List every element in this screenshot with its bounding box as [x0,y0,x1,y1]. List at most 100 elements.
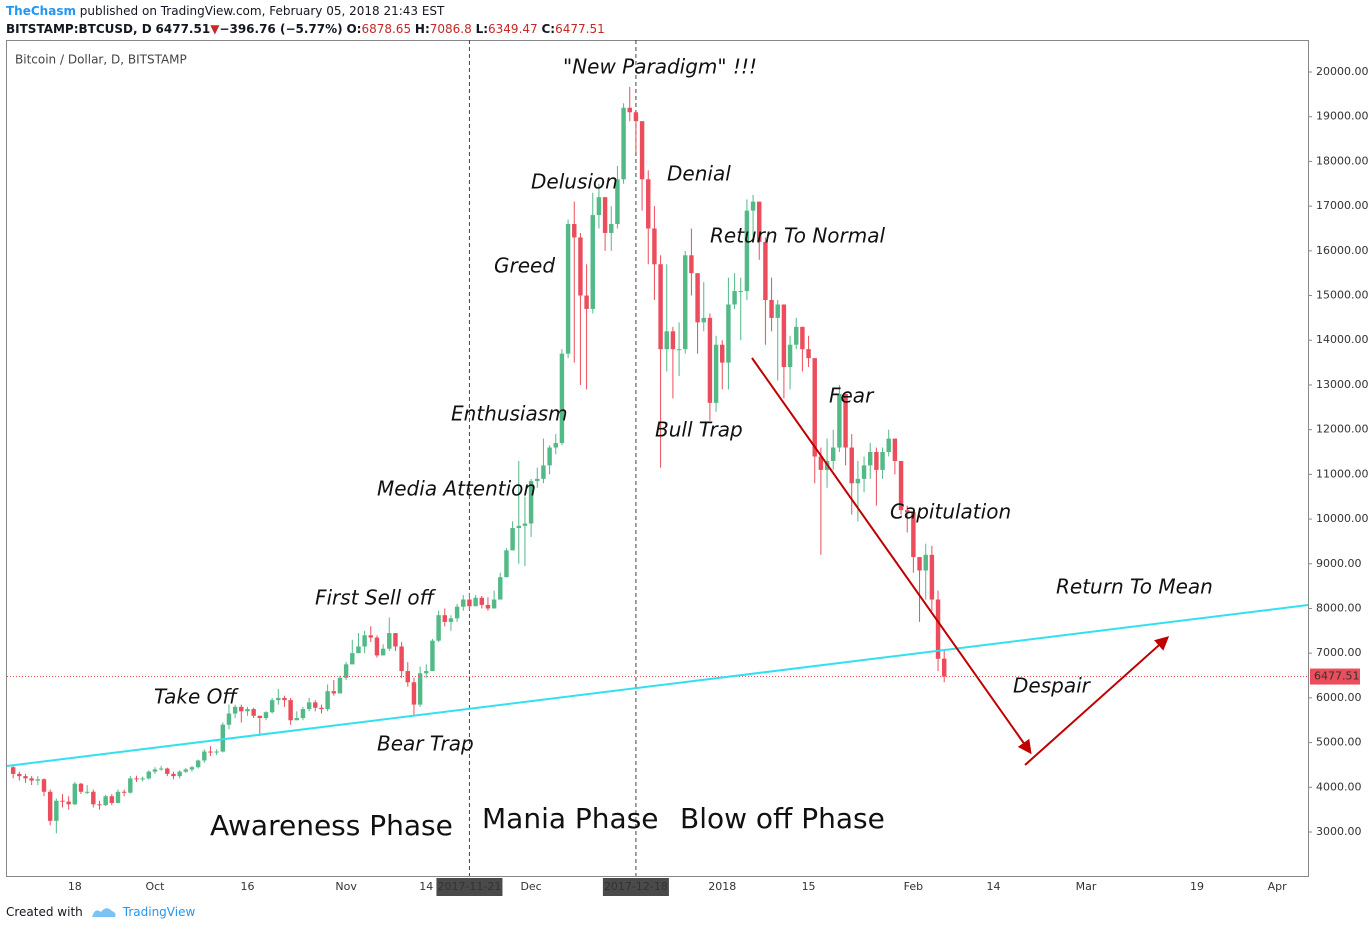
candle-body [874,452,879,470]
annotation: Bear Trap [377,732,474,756]
candle-body [781,304,787,368]
candle-body [800,326,805,350]
annotation: Enthusiasm [451,402,568,426]
candle-body [615,179,620,225]
candle-body [818,456,824,470]
candle-body [282,697,287,701]
candle-body [732,291,737,305]
high-value: 7086.8 [429,22,472,36]
candle-body [134,778,139,780]
candle-body [54,800,59,821]
candle-body [226,713,232,725]
candle-body [498,577,503,600]
close-value: 6477.51 [555,22,605,36]
x-tick-label: 16 [240,880,254,893]
candle-body [263,712,269,719]
candle-body [140,778,145,780]
candle-body [269,700,275,713]
down-arrow [751,357,1032,755]
axes: 3000.00 4000.00 5000.00 6000.00 7000.00 8000.… [68,65,1369,896]
candle-body [91,791,96,805]
low-value: 6349.47 [488,22,538,36]
x-tick-label: 14 [419,880,433,893]
candle-body [152,769,158,772]
candle-body [337,677,343,694]
candle-body [522,523,528,526]
candle-body [165,768,170,774]
candle-body [288,700,293,721]
annotation: Return To Mean [1056,575,1213,599]
candle-body [189,767,195,770]
candle-body [109,796,115,803]
candle-body [171,773,176,777]
tv-brand[interactable]: TradingView [122,905,196,919]
candle-body [923,554,928,571]
candle-body [436,615,441,641]
candle-body [849,447,854,484]
y-tick-label: 13000.00 [1316,378,1369,391]
change: −396.76 (−5.77%) [219,22,343,36]
candle-body [547,447,552,466]
last-price: 6477.51 [155,22,211,36]
candle-body [251,709,256,716]
y-tick-label: 12000.00 [1316,423,1369,436]
footer: Created with TradingView [6,905,195,919]
candle-body [380,648,386,656]
candle-body [306,702,312,710]
phase-label: Awareness Phase [210,809,453,842]
candle-body [621,107,626,180]
candle-body [362,635,367,647]
candle-body [128,778,133,793]
candle-body [103,796,108,806]
candle-body [461,599,466,607]
y-tick-label: 6000.00 [1316,691,1362,704]
annotation: Despair [1013,674,1092,698]
created-with: Created with [6,905,83,919]
candle-body [787,344,793,368]
candle-body [177,771,182,777]
x-tick-highlight [436,878,503,896]
candle-body [528,481,534,524]
annotation: Take Off [154,685,239,709]
annotation: Capitulation [890,500,1011,524]
x-tick-label: Dec [520,880,541,893]
x-tick-label: 15 [802,880,816,893]
annotation: Denial [667,162,731,186]
candle-body [72,783,78,805]
annotation: Media Attention [377,477,536,501]
candle-body [707,317,713,403]
candle-body [23,776,28,779]
o-label: O: [346,22,362,36]
header: TheChasm published on TradingView.com, F… [6,2,605,38]
candle-body [232,706,238,714]
candle-body [214,751,219,753]
candle-body [245,709,250,712]
y-tick-label: 17000.00 [1316,199,1369,212]
y-tick-label: 15000.00 [1316,289,1369,302]
candle-body [405,671,411,683]
last-price-label: 6477.51 [1314,670,1360,683]
candle-body [868,452,873,466]
candle-body [78,783,84,792]
candle-body [904,510,910,513]
candle-body [84,791,90,793]
candle-body [183,769,189,772]
y-tick-label: 10000.00 [1316,512,1369,525]
candle-body [565,224,571,354]
up-arrow [1024,636,1170,766]
candle-body [664,331,669,350]
candle-body [578,237,583,296]
candle-body [720,344,725,363]
candle-body [411,682,417,705]
candle-body [892,438,898,461]
candle-body [448,618,454,622]
candle-body [929,554,935,600]
candle-body [10,767,16,774]
candle-body [479,597,484,605]
author[interactable]: TheChasm [6,4,76,18]
candle-body [399,646,404,672]
candle-body [794,326,799,345]
candle-body [738,291,743,293]
